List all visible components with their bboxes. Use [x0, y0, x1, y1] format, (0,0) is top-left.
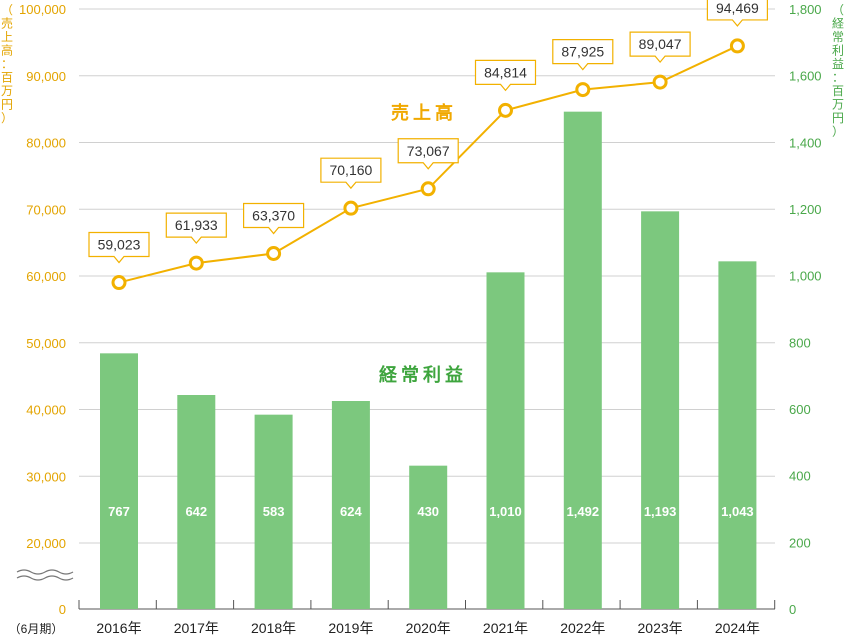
sales-point: [575, 82, 591, 98]
sales-point: [266, 246, 282, 262]
right-axis-title: （経常利益：百万円）: [832, 3, 844, 139]
right-tick-label: 1,800: [789, 2, 822, 17]
bar-value-label: 1,010: [489, 504, 522, 519]
bar: [100, 353, 138, 609]
axis-break-icon: [16, 569, 74, 575]
bar: [718, 261, 757, 609]
left-tick-label: 60,000: [26, 269, 66, 284]
bar: [486, 272, 525, 609]
value-callout: [165, 212, 227, 245]
axis-break-icon: [16, 575, 74, 581]
sales-value-label: 73,067: [407, 143, 450, 159]
value-callout: [474, 59, 537, 92]
sales-series-title: 売上高: [391, 102, 457, 123]
value-callout: [397, 138, 459, 170]
sales-point: [343, 200, 359, 216]
right-tick-label: 800: [789, 335, 811, 350]
profit-series-title: 経常利益: [379, 364, 467, 385]
left-tick-label: 50,000: [26, 336, 66, 351]
left-tick-label: 30,000: [26, 469, 66, 484]
sales-value-label: 61,933: [175, 217, 218, 233]
sales-point: [188, 255, 204, 271]
sales-point: [729, 38, 745, 54]
value-callout: [629, 31, 691, 64]
sales-value-label: 59,023: [98, 237, 141, 253]
value-callout: [243, 202, 305, 235]
bar-value-label: 430: [417, 504, 439, 519]
x-tick-label: 2022年: [560, 620, 605, 636]
value-callout: [320, 157, 382, 190]
bar-value-label: 642: [185, 504, 207, 519]
right-tick-label: 400: [789, 469, 811, 484]
left-axis-title: （売上高：百万円）: [1, 3, 13, 125]
bar: [331, 401, 370, 609]
sales-point: [111, 275, 127, 291]
value-callout: [706, 0, 768, 27]
right-tick-label: 600: [789, 402, 811, 417]
sales-point: [652, 74, 668, 90]
bar-value-label: 1,492: [567, 504, 600, 519]
x-tick-label: 2016年: [96, 620, 141, 636]
x-period-label: （6月期）: [9, 622, 64, 636]
value-callout: [88, 231, 150, 264]
bar-value-label: 1,043: [721, 504, 754, 519]
bar: [641, 211, 680, 610]
right-tick-label: 1,600: [789, 69, 822, 84]
sales-value-label: 63,370: [252, 208, 295, 224]
left-tick-label: 0: [59, 602, 66, 617]
x-tick-label: 2019年: [328, 620, 373, 636]
x-tick-label: 2021年: [483, 620, 528, 636]
bar-value-label: 583: [263, 504, 285, 519]
x-tick-label: 2017年: [174, 620, 219, 636]
x-tick-label: 2024年: [715, 620, 760, 636]
sales-value-label: 94,469: [716, 0, 759, 16]
left-tick-label: 90,000: [26, 69, 66, 84]
right-tick-label: 200: [789, 535, 811, 550]
right-tick-label: 1,200: [789, 202, 822, 217]
bar: [177, 395, 216, 609]
bar-value-label: 767: [108, 504, 130, 519]
left-tick-label: 20,000: [26, 536, 66, 551]
right-tick-label: 0: [789, 602, 796, 617]
sales-point: [498, 102, 513, 118]
x-tick-label: 2018年: [251, 620, 296, 636]
x-tick-label: 2023年: [638, 620, 683, 636]
sales-value-label: 70,160: [329, 162, 372, 178]
x-tick-label: 2020年: [406, 620, 451, 636]
bar: [254, 414, 293, 609]
sales-value-label: 84,814: [484, 64, 527, 80]
bar: [563, 111, 602, 610]
bar-value-label: 1,193: [644, 504, 677, 519]
sales-value-label: 89,047: [639, 36, 682, 52]
left-tick-label: 100,000: [19, 2, 66, 17]
right-tick-label: 1,000: [789, 269, 822, 284]
right-tick-label: 1,400: [789, 135, 822, 150]
left-tick-label: 70,000: [26, 202, 66, 217]
bar: [409, 465, 448, 609]
value-callout: [552, 39, 614, 71]
left-tick-label: 40,000: [26, 403, 66, 418]
left-tick-label: 80,000: [26, 136, 66, 151]
sales-value-label: 87,925: [561, 44, 604, 60]
bar-value-label: 624: [340, 504, 362, 519]
sales-point: [420, 181, 436, 197]
